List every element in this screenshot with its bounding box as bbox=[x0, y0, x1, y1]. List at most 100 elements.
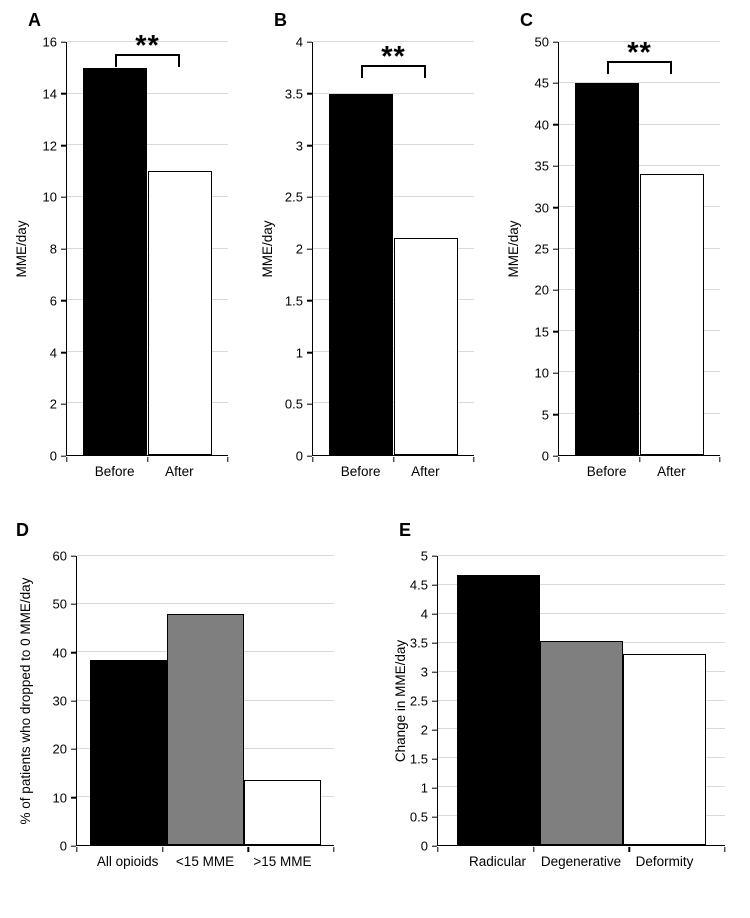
bar-15-mme bbox=[244, 779, 322, 845]
gridline bbox=[67, 41, 228, 42]
gridline bbox=[559, 123, 720, 125]
y-tick-label: 1 bbox=[420, 780, 428, 796]
bar-after bbox=[639, 174, 704, 455]
y-tick-label: 40 bbox=[534, 117, 549, 133]
y-tick-mark bbox=[307, 351, 312, 354]
x-tick-mark bbox=[724, 847, 726, 852]
panel-D: D % of patients who dropped to 0 MME/day… bbox=[8, 518, 372, 910]
panel-C-x-axis: Before After bbox=[558, 464, 720, 484]
x-category-label-after: After bbox=[165, 464, 194, 479]
y-tick-label: 3 bbox=[295, 138, 303, 153]
y-tick-label: 14 bbox=[42, 86, 57, 102]
y-tick-mark bbox=[71, 748, 76, 751]
y-tick-mark bbox=[553, 124, 558, 126]
x-tick-mark bbox=[227, 457, 229, 462]
significance-stars: ** bbox=[381, 41, 406, 74]
x-category-label-deformity: Deformity bbox=[635, 854, 694, 869]
y-tick-mark bbox=[553, 206, 558, 209]
x-tick-mark bbox=[66, 457, 68, 462]
x-tick-mark bbox=[532, 847, 535, 852]
y-tick-label: 1.5 bbox=[284, 293, 303, 309]
panel-B: B MME/day 0 0.5 1 1.5 2 2.5 3 3.5 4 ** Before Aft… bbox=[254, 8, 499, 508]
y-tick-mark bbox=[61, 248, 66, 250]
y-tick-mark bbox=[432, 729, 437, 731]
y-tick-mark bbox=[553, 82, 558, 85]
y-tick-mark bbox=[432, 642, 437, 644]
significance-bracket bbox=[361, 65, 426, 79]
panel-E-label: E bbox=[399, 520, 412, 540]
x-tick-mark bbox=[473, 457, 475, 462]
x-category-label-15-mme: >15 MME bbox=[253, 854, 312, 869]
gridline bbox=[438, 555, 725, 556]
panel-C-plot-area: ** bbox=[558, 36, 721, 462]
x-tick-mark bbox=[146, 457, 149, 462]
bar-before bbox=[329, 93, 394, 455]
y-tick-mark bbox=[553, 331, 558, 333]
x-tick-mark bbox=[638, 457, 641, 462]
gridline bbox=[559, 41, 720, 42]
panel-D-plot-area bbox=[76, 555, 335, 852]
y-tick-mark bbox=[61, 93, 66, 95]
panel-E-y-axis: 0 0.5 1 1.5 2 2.5 3 3.5 4 4.5 5 bbox=[385, 550, 437, 853]
x-category-label-15-mme: <15 MME bbox=[175, 854, 235, 869]
panel-D-label: D bbox=[16, 520, 29, 540]
y-tick-mark bbox=[553, 41, 558, 43]
y-tick-mark bbox=[553, 165, 558, 167]
y-tick-label: 3 bbox=[420, 664, 428, 680]
y-tick-label: 4 bbox=[420, 606, 428, 622]
y-tick-label: 0 bbox=[49, 448, 57, 464]
x-category-label-all-opioids: All opioids bbox=[96, 854, 159, 869]
y-tick-mark bbox=[432, 613, 437, 615]
x-tick-mark bbox=[247, 847, 250, 852]
gridline bbox=[77, 603, 334, 605]
x-category-label-after: After bbox=[411, 464, 440, 479]
gridline bbox=[313, 195, 474, 197]
x-tick-mark bbox=[558, 457, 560, 462]
y-tick-label: 0.5 bbox=[409, 809, 428, 825]
y-tick-mark bbox=[61, 196, 66, 198]
y-tick-label: 2 bbox=[49, 396, 57, 412]
y-tick-label: 50 bbox=[52, 596, 67, 612]
y-tick-label: 60 bbox=[52, 548, 67, 564]
x-category-label-degenerative: Degenerative bbox=[540, 854, 622, 869]
bar-all-opioids bbox=[89, 659, 167, 845]
y-tick-label: 45 bbox=[534, 75, 549, 91]
y-tick-label: 4.5 bbox=[409, 577, 428, 593]
panel-A-plot-area: ** bbox=[66, 31, 229, 462]
bar-after bbox=[147, 171, 212, 455]
y-tick-mark bbox=[71, 845, 76, 847]
y-tick-mark bbox=[432, 700, 437, 702]
y-tick-mark bbox=[71, 651, 76, 654]
y-tick-label: 50 bbox=[534, 34, 549, 50]
panel-C-label: C bbox=[520, 10, 533, 30]
panel-B-x-axis: Before After bbox=[312, 464, 474, 484]
bar-15-mme bbox=[166, 613, 245, 845]
x-category-label-radicular: Radicular bbox=[468, 854, 526, 869]
y-tick-label: 4 bbox=[49, 345, 57, 360]
panel-A-x-axis: Before After bbox=[66, 464, 228, 484]
panel-E-x-axis: Radicular Degenerative Deformity bbox=[437, 854, 725, 874]
significance-stars: ** bbox=[135, 29, 160, 62]
y-tick-label: 1.5 bbox=[409, 751, 428, 767]
y-tick-label: 5 bbox=[420, 548, 428, 564]
x-tick-mark bbox=[333, 847, 335, 852]
y-tick-label: 2 bbox=[420, 722, 428, 738]
panel-E: E Change in MME/day 0 0.5 1 1.5 2 2.5 3 3.5 4 4.5… bbox=[385, 518, 747, 910]
panel-D-y-axis: 0 10 20 30 40 50 60 bbox=[8, 550, 76, 853]
y-tick-mark bbox=[71, 555, 76, 557]
y-tick-mark bbox=[553, 372, 558, 374]
y-tick-label: 0 bbox=[295, 448, 303, 464]
gridline bbox=[77, 555, 334, 556]
y-tick-mark bbox=[432, 845, 437, 847]
y-tick-label: 2.5 bbox=[409, 693, 428, 709]
y-tick-mark bbox=[432, 671, 437, 673]
y-tick-label: 2.5 bbox=[284, 189, 303, 205]
bar-after bbox=[393, 238, 458, 455]
y-tick-label: 6 bbox=[49, 293, 57, 309]
significance-stars: ** bbox=[627, 36, 652, 69]
x-category-label-before: Before bbox=[586, 464, 627, 479]
bar-degenerative bbox=[539, 640, 624, 845]
y-tick-mark bbox=[553, 455, 558, 457]
significance-bracket bbox=[115, 53, 180, 67]
